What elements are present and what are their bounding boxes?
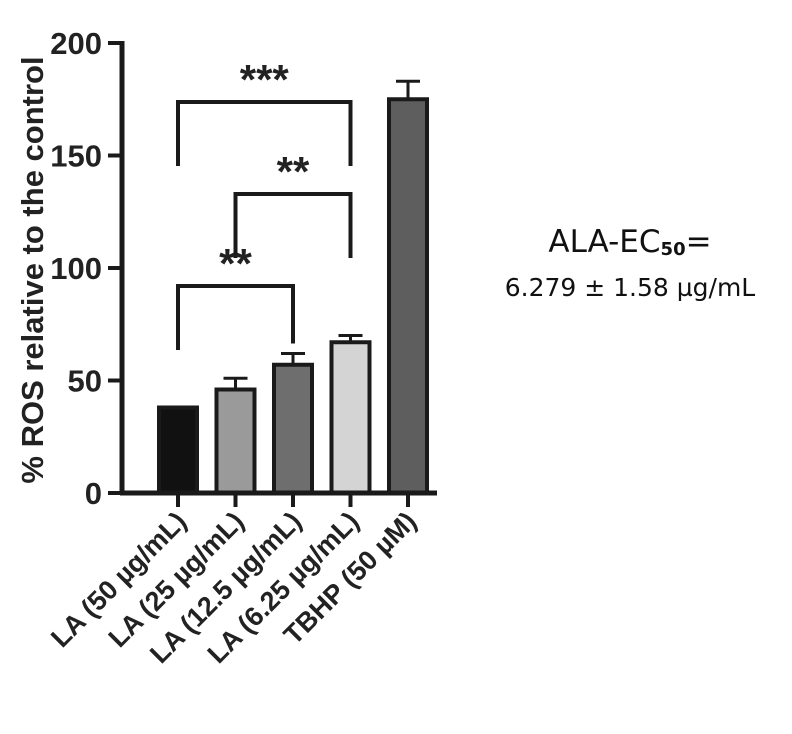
y-tick-label: 50: [68, 364, 102, 399]
bar: [329, 340, 372, 495]
ec50-label: ALA-EC50=: [470, 222, 790, 270]
y-axis: 0 50 100 150 200: [50, 26, 125, 511]
significance-label: **: [219, 240, 252, 287]
ec50-suffix: =: [685, 224, 712, 260]
y-axis-label: % ROS relative to the control: [15, 56, 50, 483]
ec50-value: 6.279 ± 1.58 µg/mL: [504, 273, 756, 302]
ec50-annotation: ALA-EC50= 6.279 ± 1.58 µg/mL: [470, 222, 790, 306]
y-tick-label: 150: [50, 139, 102, 174]
bar: [387, 97, 429, 495]
bar: [214, 387, 257, 495]
y-tick-label: 200: [50, 26, 102, 61]
significance-bracket: [176, 100, 353, 166]
ec50-prefix: ALA-EC: [548, 224, 661, 260]
x-axis: LA (50 µg/mL)LA (25 µg/mL)LA (12.5 µg/mL…: [45, 490, 437, 669]
bar: [157, 405, 199, 495]
significance-brackets: *******: [176, 56, 353, 350]
significance-bracket: [176, 284, 295, 350]
significance-label: ***: [240, 56, 290, 103]
significance-bracket: [233, 192, 353, 258]
ec50-subscript: 50: [660, 239, 686, 260]
error-bars: [223, 79, 420, 390]
y-tick-label: 0: [85, 476, 102, 511]
significance-label: **: [277, 148, 310, 195]
y-tick-label: 100: [50, 251, 102, 286]
bar: [272, 362, 314, 495]
